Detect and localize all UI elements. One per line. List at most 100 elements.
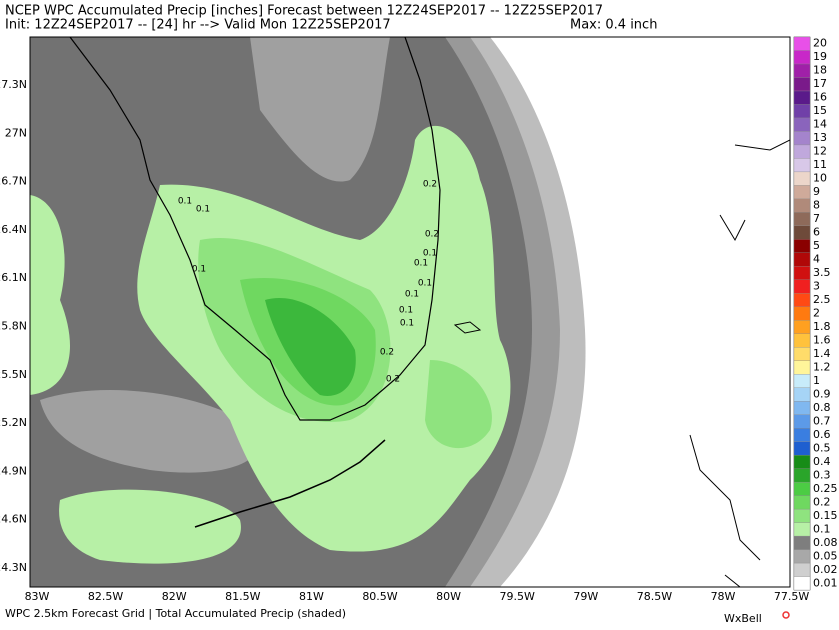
lat-label: 26.1N — [0, 271, 27, 284]
colorbar-swatch — [793, 387, 811, 402]
colorbar-label: 0.08 — [813, 536, 838, 549]
lon-label: 79.5W — [500, 590, 535, 603]
colorbar-label: 0.01 — [813, 576, 838, 589]
colorbar-swatch — [793, 347, 811, 361]
colorbar-swatch — [793, 185, 811, 200]
colorbar-swatch — [793, 104, 811, 119]
contour-label: 0.1 — [399, 306, 413, 316]
precip-area — [425, 360, 492, 449]
lat-label: 24.6N — [0, 513, 27, 526]
colorbar-swatch — [793, 198, 811, 213]
colorbar-label: 14 — [813, 118, 827, 131]
colorbar-label: 12 — [813, 145, 827, 158]
colorbar-label: 0.2 — [813, 495, 831, 508]
colorbar-label: 18 — [813, 64, 827, 77]
colorbar-swatch — [793, 225, 811, 240]
colorbar-swatch — [793, 90, 811, 105]
colorbar-label: 9 — [813, 185, 820, 198]
colorbar-label: 0.6 — [813, 428, 831, 441]
colorbar-swatch — [793, 252, 811, 267]
colorbar-swatch — [793, 212, 811, 226]
colorbar-swatch — [793, 36, 811, 51]
map-area — [30, 37, 790, 587]
coastline — [69, 37, 441, 421]
brand-dot — [782, 611, 790, 619]
contour-label: 0.1 — [192, 265, 206, 275]
colorbar-label: 0.05 — [813, 549, 838, 562]
colorbar-swatch — [793, 77, 811, 92]
precip-area — [265, 298, 356, 396]
colorbar-label: 11 — [813, 158, 827, 171]
colorbar-label: 0.7 — [813, 414, 831, 427]
colorbar-swatch — [793, 306, 811, 321]
colorbar-swatch — [793, 171, 811, 186]
colorbar-swatch — [793, 374, 811, 388]
precip-area — [30, 195, 70, 395]
brand: WxBell — [724, 612, 762, 625]
colorbar-label: 15 — [813, 104, 827, 117]
contour-label: 0.1 — [400, 319, 414, 329]
lon-label: 78W — [711, 590, 736, 603]
max-value: Max: 0.4 inch — [570, 18, 657, 33]
colorbar-label: 3.5 — [813, 266, 831, 279]
colorbar-label: 16 — [813, 91, 827, 104]
contour-label: 0.1 — [178, 197, 192, 207]
colorbar-swatch — [793, 266, 811, 280]
contour-label: 0.1 — [405, 290, 419, 300]
colorbar-swatch — [793, 333, 811, 348]
colorbar-swatch — [793, 522, 811, 537]
colorbar-label: 0.3 — [813, 468, 831, 481]
precip-band — [250, 37, 390, 182]
colorbar-label: 1 — [813, 374, 820, 387]
colorbar-label: 19 — [813, 50, 827, 63]
colorbar-label: 2 — [813, 307, 820, 320]
colorbar-label: 5 — [813, 239, 820, 252]
colorbar-swatch — [793, 441, 811, 456]
map-frame — [29, 36, 791, 588]
lat-label: 25.8N — [0, 320, 27, 333]
colorbar-label: 10 — [813, 172, 827, 185]
precip-area — [59, 489, 241, 564]
contour-label: 0.2 — [386, 375, 400, 385]
lat-label: 25.5N — [0, 368, 27, 381]
lat-label: 24.3N — [0, 561, 27, 574]
contour-label: 0.1 — [414, 259, 428, 269]
title-line: NCEP WPC Accumulated Precip [inches] For… — [5, 4, 603, 19]
colorbar-label: 0.25 — [813, 482, 838, 495]
colorbar-swatch — [793, 481, 811, 496]
lat-label: 26.4N — [0, 223, 27, 236]
colorbar-label: 4 — [813, 253, 820, 266]
colorbar-swatch — [793, 50, 811, 65]
colorbar-swatch — [793, 131, 811, 146]
lat-label: 27.3N — [0, 78, 27, 91]
lat-label: 24.9N — [0, 464, 27, 477]
contour-label: 0.1 — [196, 205, 210, 215]
lon-label: 80W — [436, 590, 461, 603]
colorbar-swatch — [793, 414, 811, 429]
colorbar-label: 0.15 — [813, 509, 838, 522]
colorbar-swatch — [793, 468, 811, 483]
colorbar-label: 13 — [813, 131, 827, 144]
lon-label: 77.5W — [774, 590, 809, 603]
colorbar-swatch — [793, 427, 811, 442]
bahamas-coastline — [689, 139, 790, 587]
colorbar-swatch — [793, 158, 811, 173]
colorbar-swatch — [793, 360, 811, 375]
colorbar-label: 6 — [813, 226, 820, 239]
colorbar-swatch — [793, 144, 811, 159]
init-line: Init: 12Z24SEP2017 -- [24] hr --> Valid … — [5, 18, 391, 33]
colorbar-label: 8 — [813, 199, 820, 212]
contour-label: 0.1 — [423, 249, 437, 259]
colorbar-swatch — [793, 279, 811, 294]
lon-label: 83W — [25, 590, 50, 603]
lon-label: 82.5W — [88, 590, 123, 603]
lon-label: 80.5W — [362, 590, 397, 603]
island — [453, 321, 482, 334]
colorbar-swatch — [793, 293, 811, 307]
colorbar-swatch — [793, 117, 811, 132]
lat-label: 27N — [5, 126, 27, 139]
contour-label: 0.2 — [425, 230, 439, 240]
colorbar-swatch — [793, 535, 811, 550]
colorbar-label: 1.4 — [813, 347, 831, 360]
